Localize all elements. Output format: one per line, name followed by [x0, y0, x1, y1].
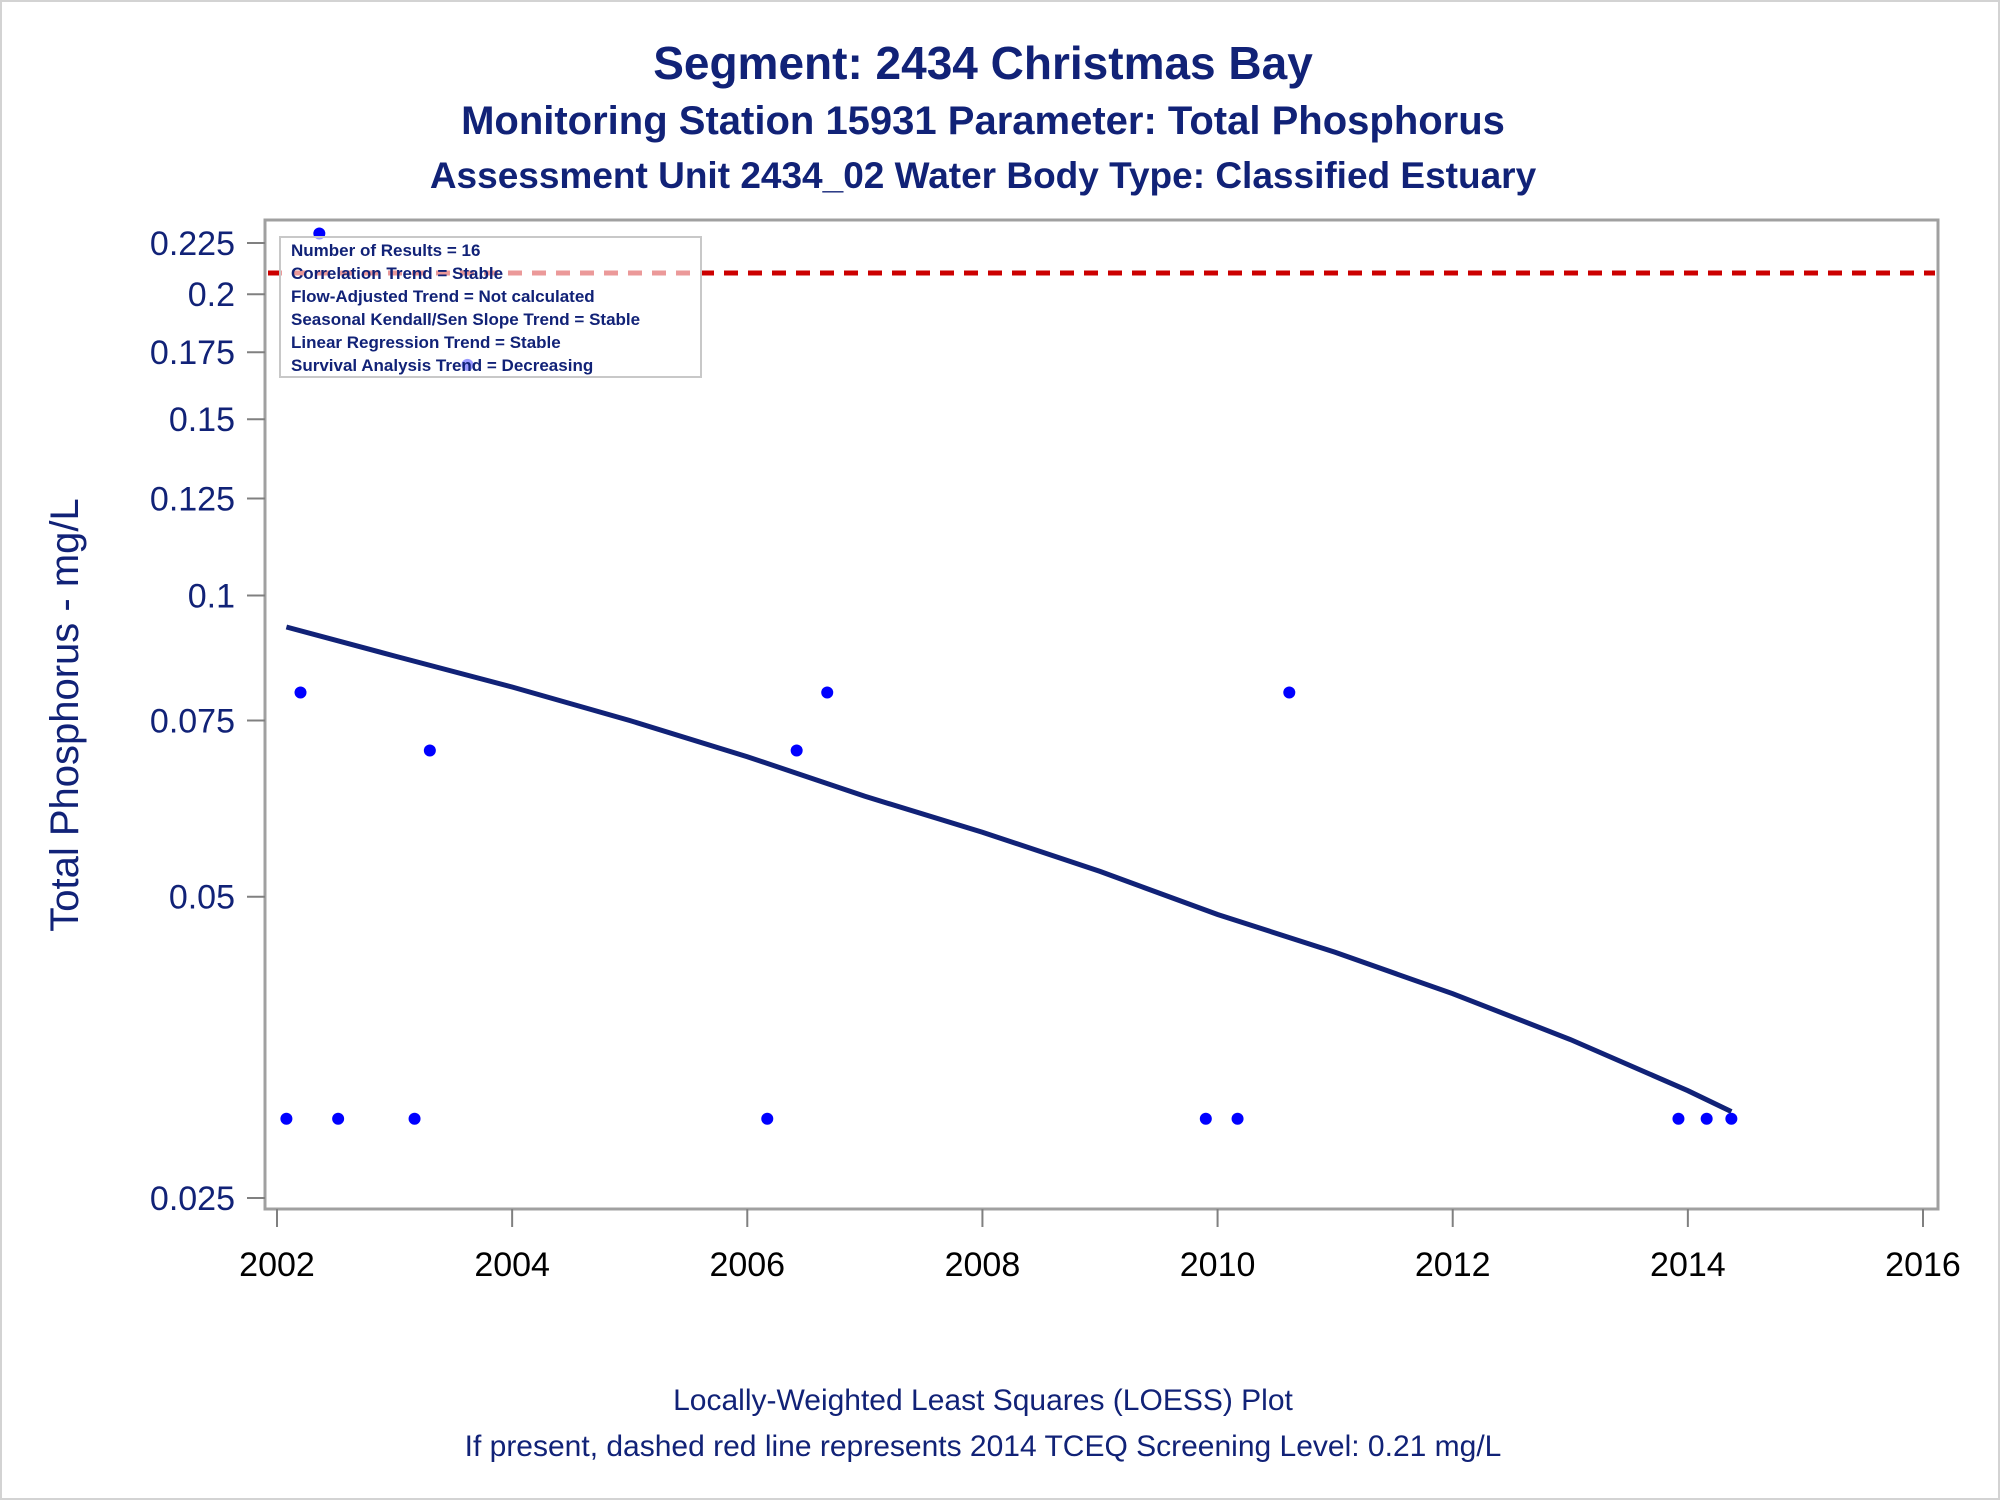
x-tick-label: 2006: [709, 1246, 785, 1284]
x-tick-label: 2008: [945, 1246, 1021, 1284]
y-tick-label: 0.075: [150, 703, 235, 741]
data-point: [821, 686, 834, 699]
y-axis-label: Total Phosphorus - mg/L: [43, 498, 87, 932]
chart-subtitle-assessment: Assessment Unit 2434_02 Water Body Type:…: [429, 155, 1537, 196]
data-point: [761, 1112, 774, 1125]
footnote-screening: If present, dashed red line represents 2…: [464, 1430, 1502, 1463]
y-tick-label: 0.225: [150, 225, 235, 263]
data-point: [280, 1112, 293, 1125]
stats-legend: Number of Results = 16 Correlation Trend …: [279, 236, 702, 378]
data-point: [1283, 686, 1296, 699]
chart-title: Segment: 2434 Christmas Bay: [653, 37, 1313, 89]
footnote-loess: Locally-Weighted Least Squares (LOESS) P…: [673, 1384, 1293, 1417]
legend-line: Correlation Trend = Stable: [291, 264, 503, 283]
x-tick-label: 2010: [1180, 1246, 1256, 1284]
data-point: [294, 686, 307, 699]
y-tick-label: 0.175: [150, 334, 235, 372]
data-point: [408, 1112, 421, 1125]
y-tick-label: 0.1: [188, 577, 235, 615]
data-point: [1700, 1112, 1713, 1125]
x-tick-label: 2004: [474, 1246, 550, 1284]
data-point: [1725, 1112, 1738, 1125]
y-tick-label: 0.025: [150, 1180, 235, 1218]
legend-line: Linear Regression Trend = Stable: [291, 333, 561, 352]
data-points: [280, 227, 1738, 1125]
data-point: [1672, 1112, 1685, 1125]
loess-line: [285, 624, 1733, 1114]
legend-line: Seasonal Kendall/Sen Slope Trend = Stabl…: [291, 310, 640, 329]
y-tick-label: 0.2: [188, 276, 235, 314]
y-tick-label: 0.05: [169, 879, 235, 917]
y-axis: 0.025 0.05 0.075 0.1 0.125 0.15 0.175 0.2 0.225: [150, 225, 265, 1218]
x-axis: 2002 2004 2006 2008 2010 2012 2014 2016: [239, 1209, 1961, 1284]
legend-box: [279, 236, 702, 378]
legend-line: Flow-Adjusted Trend = Not calculated: [291, 287, 595, 306]
x-tick-label: 2012: [1415, 1246, 1491, 1284]
data-point: [423, 744, 436, 757]
x-tick-label: 2014: [1650, 1246, 1726, 1284]
data-point: [1199, 1112, 1212, 1125]
y-tick-label: 0.125: [150, 480, 235, 518]
data-point: [1231, 1112, 1244, 1125]
x-tick-label: 2002: [239, 1246, 315, 1284]
x-tick-label: 2016: [1885, 1246, 1961, 1284]
legend-line: Number of Results = 16: [291, 241, 480, 260]
y-tick-label: 0.15: [169, 401, 235, 439]
data-point: [332, 1112, 345, 1125]
legend-line: Survival Analysis Trend = Decreasing: [291, 356, 593, 375]
plot-area: [263, 218, 1940, 1211]
data-point: [790, 744, 803, 757]
chart-subtitle-station: Monitoring Station 15931 Parameter: Tota…: [461, 99, 1505, 143]
